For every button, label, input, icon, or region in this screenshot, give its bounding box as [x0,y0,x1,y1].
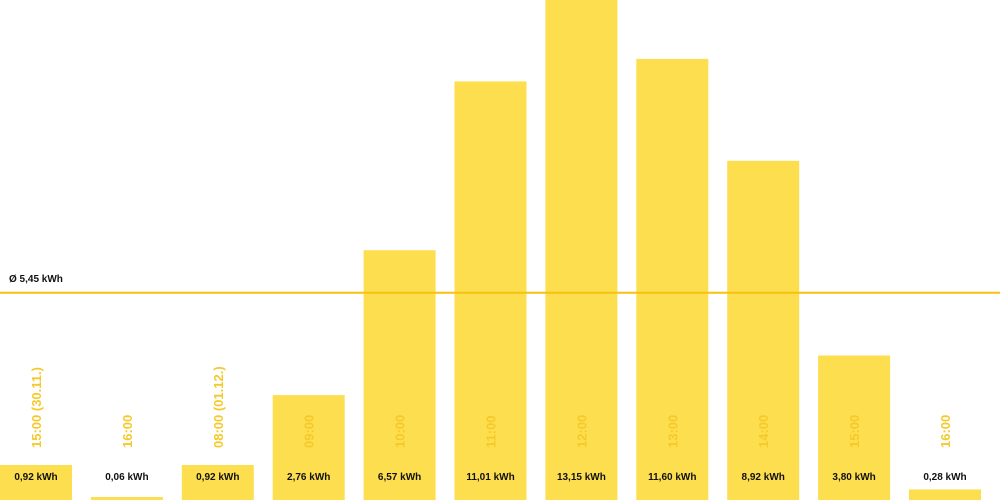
value-label-7: 11,60 kWh [648,472,696,483]
time-label-3: 09:00 [302,415,317,448]
bar-10 [909,489,981,500]
value-label-6: 13,15 kWh [557,472,606,483]
value-label-1: 0,06 kWh [105,472,148,483]
bar-4 [363,250,436,500]
value-label-9: 3,80 kWh [832,472,875,483]
time-label-4: 10:00 [393,415,408,448]
bar-3 [272,395,345,500]
bar-7 [636,58,709,500]
value-label-2: 0,92 kWh [196,472,239,483]
bar-2 [181,465,254,500]
time-labels-group: 15:00 (30.11.) 16:00 08:00 (01.12.) 09:00 10… [29,366,953,448]
time-label-10: 16:00 [938,415,953,448]
bar-9 [818,355,891,500]
value-labels-group: 0,92 kWh 0,06 kWh 0,92 kWh 2,76 kWh 6,57 kWh… [14,472,966,483]
time-label-2: 08:00 (01.12.) [211,366,226,448]
value-label-4: 6,57 kWh [378,472,421,483]
time-label-1: 16:00 [120,415,135,448]
value-label-3: 2,76 kWh [287,472,330,483]
time-label-7: 13:00 [665,415,680,448]
average-label: Ø 5,45 kWh [9,274,63,285]
time-label-5: 11:00 [484,415,499,448]
bar-0 [0,465,72,500]
time-label-0: 15:00 (30.11.) [29,367,44,448]
value-label-5: 11,01 kWh [466,472,514,483]
bar-5 [454,81,527,500]
time-label-9: 15:00 [847,415,862,448]
bar-6 [545,0,618,500]
value-label-8: 8,92 kWh [742,472,785,483]
time-label-8: 14:00 [756,415,771,448]
value-label-0: 0,92 kWh [14,472,57,483]
bar-8 [727,160,800,500]
value-label-10: 0,28 kWh [923,472,966,483]
bar-1 [90,497,163,500]
time-label-6: 12:00 [574,415,589,448]
